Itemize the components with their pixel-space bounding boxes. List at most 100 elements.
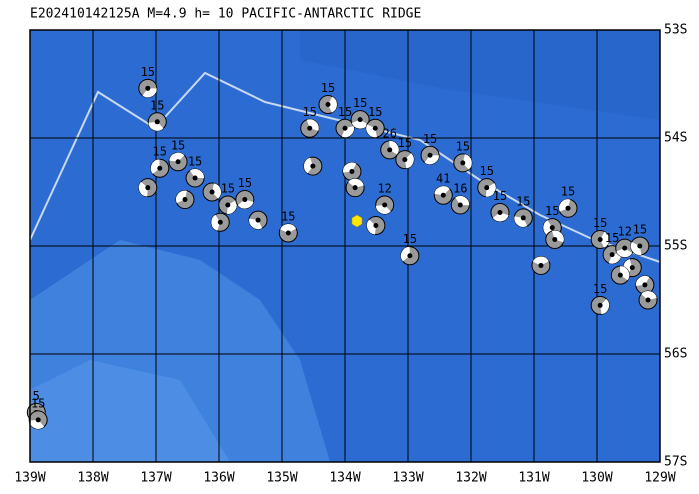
- beachball-wedge: [342, 162, 357, 173]
- beachball-wedge: [227, 200, 237, 214]
- beachball-core: [192, 175, 198, 181]
- beachball-core: [645, 297, 651, 303]
- event-label: 15: [150, 98, 164, 112]
- beachball-core: [35, 417, 41, 423]
- event-label: 15: [338, 105, 352, 119]
- lat-tick-label: 54S: [664, 131, 687, 146]
- beachball: [335, 118, 355, 138]
- beachball: [513, 208, 533, 228]
- events: [26, 78, 658, 430]
- beachball: [590, 295, 610, 315]
- beachball: [477, 178, 497, 198]
- beachball-core: [242, 197, 248, 203]
- beachball-core: [225, 202, 231, 208]
- beachball-core: [597, 237, 603, 243]
- beachball-core: [629, 265, 635, 271]
- beachball-wedge: [492, 212, 509, 222]
- beachball: [318, 95, 338, 115]
- beachball-core: [382, 202, 388, 208]
- beachball-wedge: [608, 252, 622, 264]
- lon-tick-label: 134W: [329, 471, 360, 486]
- event-label: 15: [368, 105, 382, 119]
- beachball: [303, 156, 323, 176]
- beachball-core: [484, 185, 490, 191]
- beachball: [450, 195, 470, 215]
- beachball-wedge: [351, 119, 368, 129]
- event-label: 15: [188, 154, 202, 168]
- beachball-wedge: [249, 218, 263, 230]
- lon-tick-label: 135W: [266, 471, 297, 486]
- beachball: [168, 152, 188, 172]
- beachball-wedge: [641, 291, 657, 300]
- beachball-core: [182, 197, 188, 203]
- event-label: 15: [480, 164, 494, 178]
- event-label: 15: [605, 231, 619, 245]
- event-label: 16: [453, 181, 467, 195]
- beachball-wedge: [485, 183, 496, 197]
- beachball-core: [387, 147, 393, 153]
- beachball-core: [549, 225, 555, 231]
- beachball: [638, 290, 658, 310]
- event-label: 15: [153, 145, 167, 159]
- beachball-wedge: [150, 159, 160, 174]
- beachball: [235, 190, 255, 210]
- beachball-core: [637, 243, 643, 249]
- beachball: [630, 236, 650, 256]
- beachball: [610, 265, 630, 285]
- beachball: [375, 195, 395, 215]
- beachball-core: [145, 185, 151, 191]
- event-label: 5: [33, 389, 40, 403]
- beachball-core: [145, 85, 151, 91]
- beachball: [28, 410, 48, 430]
- lon-tick-label: 136W: [203, 471, 234, 486]
- beachball: [150, 158, 170, 178]
- beachball-core: [460, 160, 466, 166]
- beachball: [248, 210, 268, 230]
- beachball-wedge: [303, 157, 313, 174]
- beachball-core: [352, 185, 358, 191]
- beachball-wedge: [532, 256, 549, 266]
- beachball: [400, 246, 420, 266]
- beachball-wedge: [211, 214, 221, 231]
- beachball-wedge: [175, 190, 188, 204]
- beachball: [615, 238, 635, 258]
- event-label: 15: [456, 139, 470, 153]
- beachball-core: [175, 159, 181, 165]
- beachball-wedge: [455, 195, 470, 206]
- beachball-wedge: [434, 186, 450, 196]
- beachball-core: [622, 245, 628, 251]
- beachball-wedge: [600, 231, 610, 248]
- beachball: [210, 212, 230, 232]
- beachball: [365, 118, 385, 138]
- event-label: 15: [423, 132, 437, 146]
- shallow-zone: [30, 360, 230, 462]
- beachball-wedge: [148, 121, 164, 131]
- beachball: [138, 178, 158, 198]
- event-label: 12: [617, 225, 631, 239]
- lat-tick-label: 53S: [664, 23, 687, 38]
- beachball-core: [565, 205, 571, 211]
- beachball-wedge: [559, 199, 571, 212]
- lon-tick-label: 138W: [77, 471, 108, 486]
- event-label: 15: [516, 194, 530, 208]
- beachball-wedge: [348, 178, 364, 188]
- beachball-wedge: [29, 419, 45, 429]
- event-label: 41: [436, 172, 450, 186]
- event-label: 15: [238, 176, 252, 190]
- beachball-core: [407, 253, 413, 259]
- lon-tick-label: 132W: [455, 471, 486, 486]
- beachball: [300, 118, 320, 138]
- event-label: 12: [377, 181, 391, 195]
- beachball: [350, 110, 370, 130]
- beachball: [345, 178, 365, 198]
- beachball-core: [154, 119, 160, 125]
- beachball-core: [217, 219, 223, 225]
- beachball: [185, 168, 205, 188]
- beachball-core: [617, 272, 623, 278]
- beachball-core: [255, 217, 261, 223]
- beachball: [138, 78, 158, 98]
- beachball-core: [402, 157, 408, 163]
- lat-tick-label: 57S: [664, 455, 687, 470]
- beachball: [342, 161, 362, 181]
- beachball: [175, 190, 195, 210]
